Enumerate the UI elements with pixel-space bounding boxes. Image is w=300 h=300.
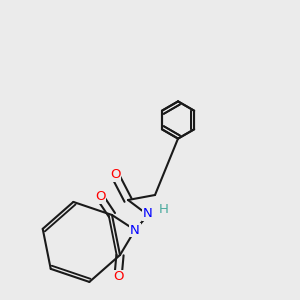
Text: O: O [113,271,123,284]
Text: H: H [159,203,169,216]
Text: O: O [95,190,105,203]
Text: N: N [130,224,140,236]
Text: N: N [143,207,153,220]
Text: O: O [110,169,120,182]
